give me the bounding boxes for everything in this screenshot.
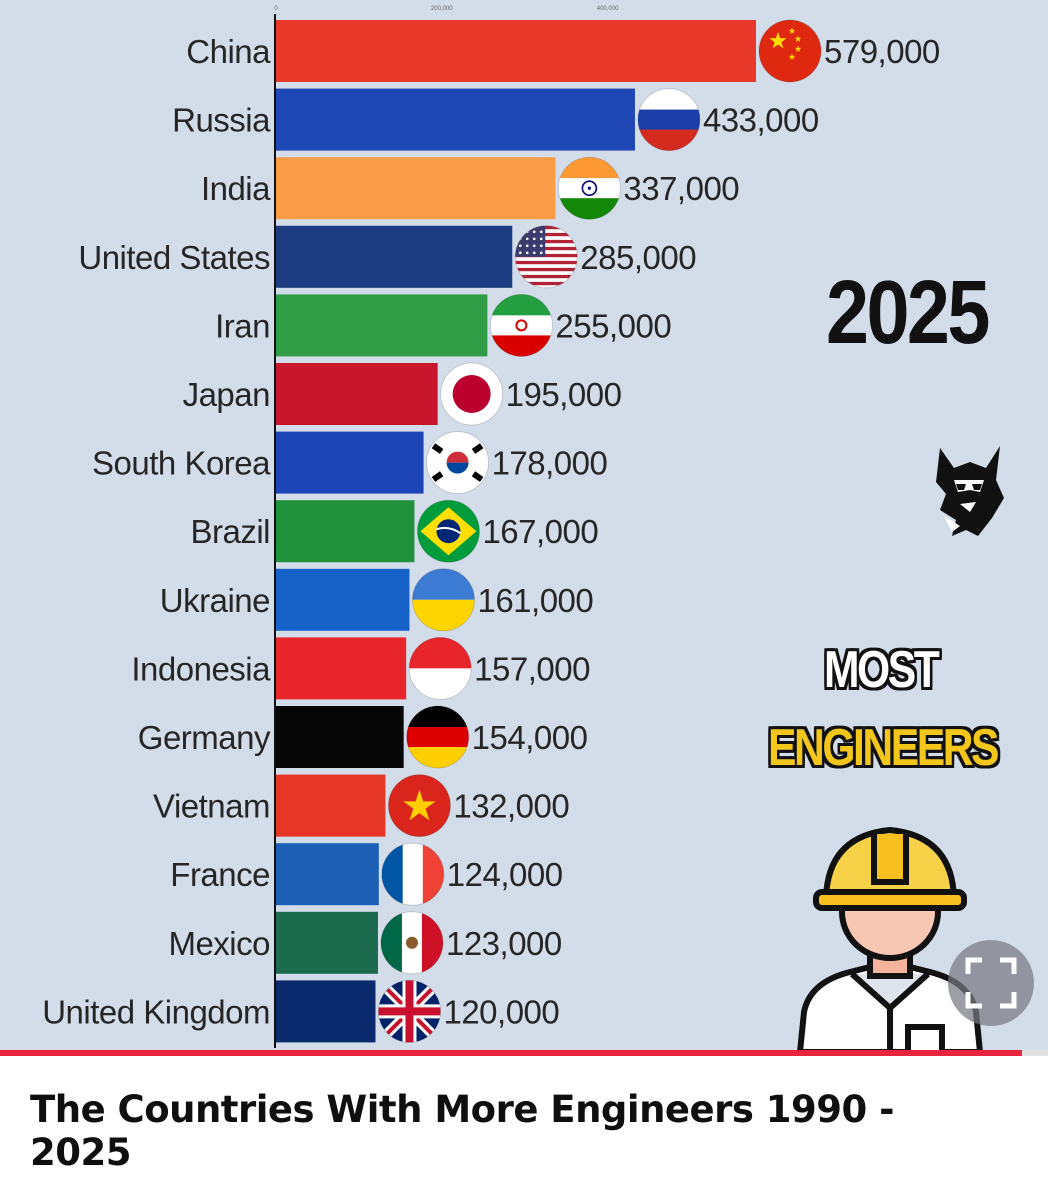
value-label: 579,000 [824, 33, 940, 70]
value-label: 167,000 [482, 513, 598, 550]
bar-india [276, 157, 556, 220]
year-label: 2025 [826, 263, 990, 363]
flag-ring [411, 568, 475, 632]
usa-flag-icon [515, 225, 578, 288]
bar-france [276, 843, 379, 906]
iran-flag-icon [490, 294, 553, 357]
video-progress-fill [0, 1050, 1022, 1056]
video-player[interactable]: 0 200,000 400,000 China 579,000 Russia 433,000… [0, 0, 1048, 1052]
value-label: 285,000 [580, 239, 696, 276]
flag-ring [514, 225, 578, 289]
bar-chart: 0 200,000 400,000 China 579,000 Russia 433,000… [42, 6, 940, 1048]
mexico-flag-icon [380, 911, 443, 974]
bar-iran [276, 294, 488, 357]
russia-flag-icon [637, 88, 700, 151]
video-title[interactable]: The Countries With More Engineers 1990 -… [30, 1088, 894, 1175]
germany-flag-icon [406, 706, 469, 768]
japan-flag-icon [440, 363, 503, 425]
bar-united-states [276, 225, 513, 288]
bar-vietnam [276, 774, 386, 837]
country-label: Iran [215, 307, 270, 344]
india-flag-icon [558, 157, 621, 220]
flag-ring [406, 705, 470, 769]
country-label: United States [78, 239, 270, 276]
flag-ring [387, 774, 451, 838]
flag-ring [557, 156, 621, 220]
country-label: Germany [138, 719, 271, 756]
value-label: 433,000 [703, 102, 819, 139]
heading-most: MOST [824, 641, 940, 699]
value-label: 132,000 [453, 788, 569, 825]
flag-ring [416, 499, 480, 563]
country-label: South Korea [92, 445, 271, 482]
country-label: Ukraine [160, 582, 270, 619]
bar-china [276, 20, 756, 82]
bar-indonesia [276, 637, 407, 700]
flag-ring [377, 979, 441, 1043]
country-label: Brazil [190, 513, 270, 550]
value-label: 161,000 [477, 582, 593, 619]
flag-ring [381, 842, 445, 906]
country-label: India [201, 170, 271, 207]
flag-ring [408, 636, 472, 700]
fullscreen-icon [965, 957, 1017, 1009]
country-label: Russia [172, 102, 271, 139]
value-label: 255,000 [555, 307, 671, 344]
engineer-hardhat-icon [796, 826, 984, 1052]
flag-ring [380, 911, 444, 975]
value-label: 157,000 [474, 650, 590, 687]
wolf-sunglasses-logo-icon [936, 446, 1004, 536]
country-label: Japan [183, 376, 270, 413]
vietnam-flag-icon [388, 774, 451, 837]
bar-united-kingdom [276, 980, 376, 1043]
fullscreen-button[interactable] [948, 940, 1034, 1026]
south-korea-flag-icon [426, 431, 489, 494]
uk-flag-icon [378, 980, 441, 1043]
bar-japan [276, 363, 438, 425]
value-label: 178,000 [492, 445, 608, 482]
bar-russia [276, 88, 635, 151]
brazil-flag-icon [417, 500, 480, 563]
value-label: 154,000 [472, 719, 588, 756]
country-label: China [186, 33, 271, 70]
x-tick-label: 0 [274, 6, 278, 12]
heading-engineers: ENGINEERS [768, 719, 999, 777]
flag-ring [440, 362, 504, 426]
bar-ukraine [276, 568, 410, 631]
value-label: 120,000 [443, 993, 559, 1030]
flag-ring [426, 431, 490, 495]
flag-ring [637, 88, 701, 152]
flag-ring [758, 19, 822, 83]
value-label: 195,000 [506, 376, 622, 413]
flag-ring [489, 293, 553, 357]
value-label: 123,000 [446, 925, 562, 962]
country-label: Vietnam [153, 788, 270, 825]
country-label: Mexico [168, 925, 270, 962]
bar-brazil [276, 500, 415, 563]
bar-germany [276, 706, 404, 768]
x-tick-label: 200,000 [431, 6, 453, 12]
china-flag-icon [759, 20, 821, 82]
bar-mexico [276, 911, 378, 974]
value-label: 337,000 [623, 170, 739, 207]
bar-south-korea [276, 431, 424, 494]
x-tick-label: 400,000 [597, 6, 619, 12]
country-label: France [170, 856, 270, 893]
video-progress-bar[interactable] [0, 1050, 1048, 1056]
country-label: United Kingdom [42, 993, 270, 1030]
france-flag-icon [381, 843, 444, 906]
value-label: 124,000 [447, 856, 563, 893]
video-caption: The Countries With More Engineers 1990 -… [0, 1056, 1048, 1200]
country-label: Indonesia [131, 650, 271, 687]
